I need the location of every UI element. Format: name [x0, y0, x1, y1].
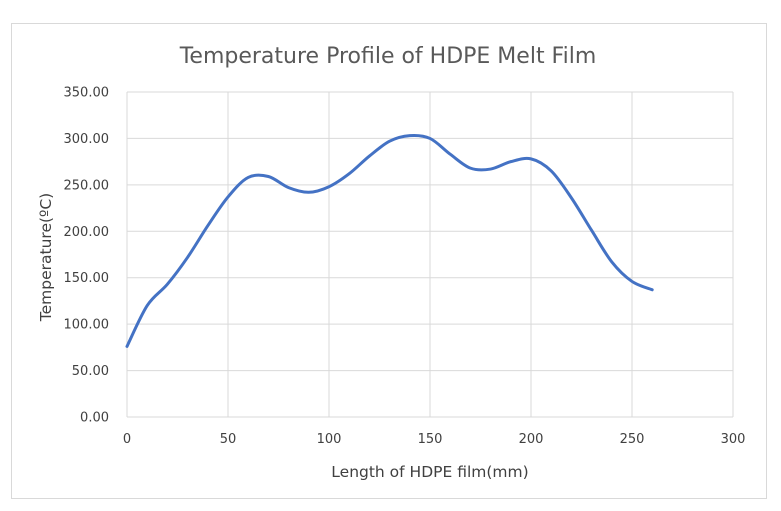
x-tick-label: 200 [519, 432, 544, 447]
y-axis-label: Temperature(ºC) [37, 193, 55, 322]
y-axis-ticks: 0.00 50.00 100.00 150.00 200.00 250.00 300.00 3… [64, 86, 110, 426]
x-axis-label: Length of HDPE film(mm) [331, 463, 528, 481]
x-tick-label: 300 [721, 432, 746, 447]
y-tick-label: 200.00 [64, 225, 110, 240]
y-tick-label: 50.00 [72, 364, 109, 379]
y-tick-label: 300.00 [64, 132, 110, 147]
chart-area [11, 23, 767, 499]
x-axis-ticks: 0 50 100 150 200 250 300 [123, 432, 746, 447]
y-tick-label: 350.00 [64, 86, 110, 101]
x-tick-label: 150 [418, 432, 443, 447]
y-tick-label: 150.00 [64, 271, 110, 286]
x-tick-label: 0 [123, 432, 131, 447]
y-tick-label: 250.00 [64, 178, 110, 193]
x-tick-label: 250 [620, 432, 645, 447]
gridlines [126, 91, 734, 418]
series-line [125, 133, 654, 348]
y-tick-label: 100.00 [64, 318, 110, 333]
chart-title: Temperature Profile of HDPE Melt Film [179, 44, 597, 69]
x-tick-label: 50 [220, 432, 237, 447]
x-tick-label: 100 [317, 432, 342, 447]
y-tick-label: 0.00 [80, 411, 109, 426]
